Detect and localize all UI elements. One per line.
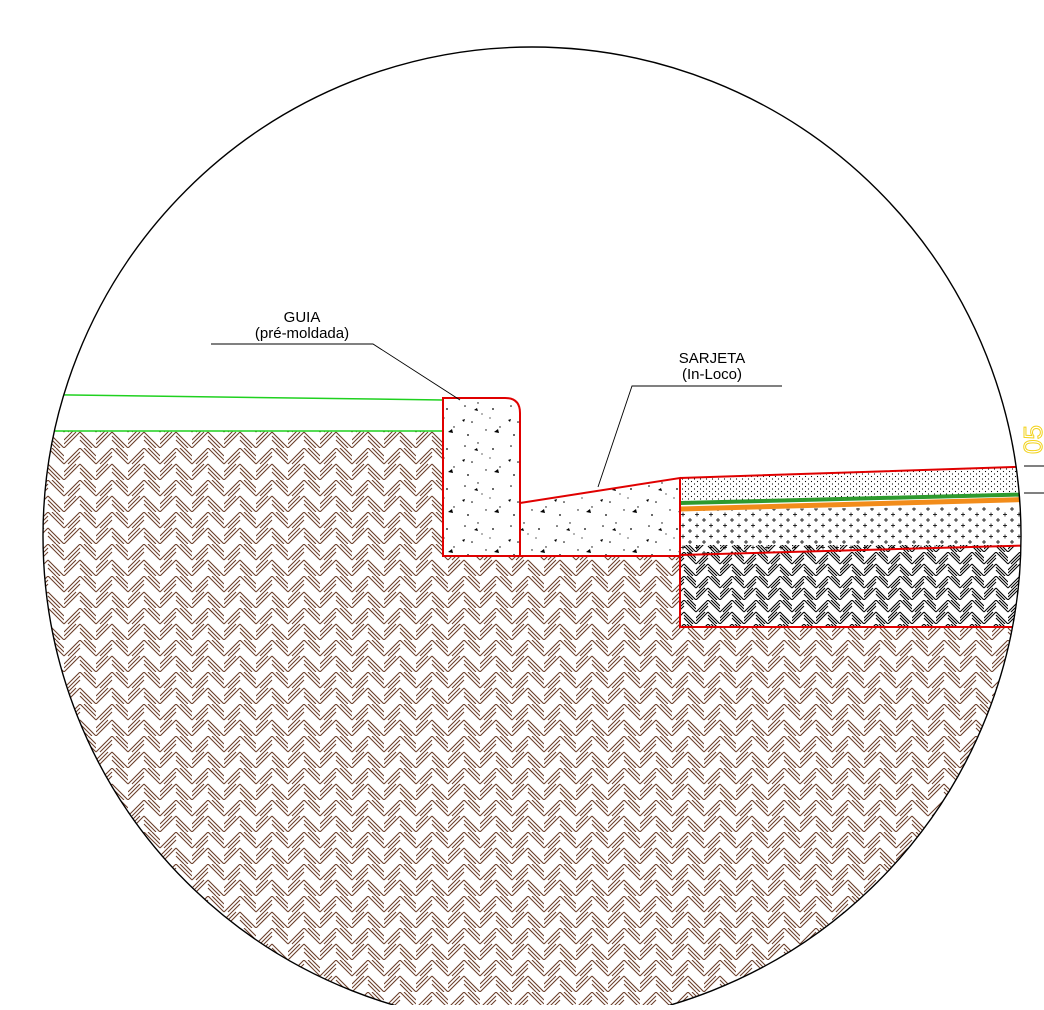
soil-mass xyxy=(43,393,1021,1005)
sarjeta-leader xyxy=(597,385,782,488)
bond-orange-line xyxy=(679,496,1021,512)
detail-circle xyxy=(42,46,1022,1010)
sarjeta-title: SARJETA xyxy=(679,350,745,367)
sarjeta-gutter xyxy=(519,476,681,557)
guia-curb xyxy=(442,397,521,557)
subgrade-block xyxy=(680,545,1021,627)
asphalt-green-line xyxy=(679,492,1021,505)
guia-title: GUIA xyxy=(284,309,321,326)
edge-dimension-mark: 05 xyxy=(1018,425,1044,494)
guia-subtitle: (pré-moldada) xyxy=(255,325,349,342)
guia-leader xyxy=(211,343,461,401)
grass-line-top xyxy=(43,393,444,401)
base-layer xyxy=(680,506,1021,555)
edge-mark-text: 05 xyxy=(1018,425,1044,454)
sarjeta-subtitle: (In-Loco) xyxy=(682,366,742,383)
